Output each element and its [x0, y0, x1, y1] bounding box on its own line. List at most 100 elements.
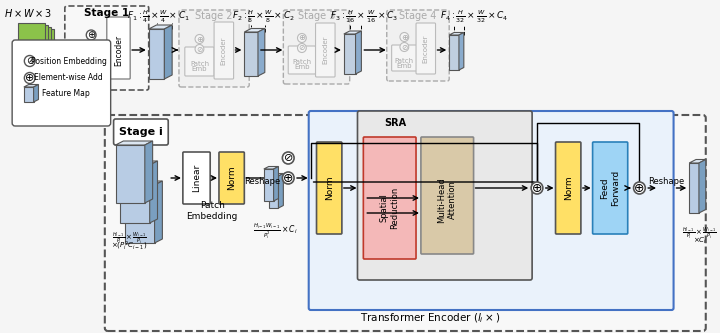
Text: ⊕: ⊕	[634, 181, 644, 194]
Text: ⊕: ⊕	[298, 34, 305, 43]
Text: Patch: Patch	[395, 58, 414, 64]
Bar	[120, 165, 150, 223]
FancyBboxPatch shape	[71, 44, 104, 74]
Circle shape	[297, 44, 306, 53]
Circle shape	[195, 35, 204, 44]
Text: Encoder: Encoder	[423, 35, 429, 63]
FancyBboxPatch shape	[364, 137, 416, 259]
Polygon shape	[125, 181, 163, 185]
Text: Patch
Embedding: Patch Embedding	[186, 201, 238, 221]
Circle shape	[282, 152, 294, 164]
Bar	[18, 23, 45, 75]
Polygon shape	[689, 160, 706, 163]
FancyBboxPatch shape	[114, 119, 168, 145]
FancyBboxPatch shape	[556, 142, 581, 234]
Text: ⊕: ⊕	[401, 33, 408, 42]
FancyBboxPatch shape	[387, 10, 449, 81]
Bar	[20, 27, 45, 77]
Text: Stage i: Stage i	[119, 127, 163, 137]
Circle shape	[297, 34, 306, 43]
Polygon shape	[244, 29, 265, 32]
Polygon shape	[24, 85, 38, 87]
Polygon shape	[155, 181, 163, 243]
Bar	[689, 163, 699, 213]
Text: $F_4:\frac{H}{32}\times\frac{W}{32}\times C_4$: $F_4:\frac{H}{32}\times\frac{W}{32}\time…	[441, 9, 509, 25]
Text: $F_3:\frac{H}{16}\times\frac{W}{16}\times C_3$: $F_3:\frac{H}{16}\times\frac{W}{16}\time…	[330, 9, 398, 25]
Text: $\frac{H_{i-1}}{P_i}\times\frac{W_{i-1}}{P_i}$: $\frac{H_{i-1}}{P_i}\times\frac{W_{i-1}}…	[683, 225, 717, 241]
Text: ⊕: ⊕	[283, 171, 294, 184]
Text: Reshape: Reshape	[244, 176, 280, 185]
Text: Patch: Patch	[190, 61, 209, 67]
Text: $\frac{H_{i-1}W_{i-1}}{P_i^2}\times C_i$: $\frac{H_{i-1}W_{i-1}}{P_i^2}\times C_i$	[253, 221, 298, 241]
Text: Position Embedding: Position Embedding	[31, 57, 107, 66]
Text: ⊘: ⊘	[88, 42, 94, 51]
Text: ⊕: ⊕	[25, 73, 35, 83]
Text: $H\times W\times 3$: $H\times W\times 3$	[4, 7, 52, 19]
Polygon shape	[264, 166, 279, 169]
Text: Transformer Encoder ($l_i\times$): Transformer Encoder ($l_i\times$)	[359, 311, 500, 325]
Polygon shape	[344, 31, 361, 34]
Text: ⊘: ⊘	[197, 45, 202, 54]
Text: Norm: Norm	[227, 166, 236, 190]
FancyBboxPatch shape	[179, 10, 249, 87]
Text: Stage 1: Stage 1	[84, 8, 130, 18]
Text: Feed
Forward: Feed Forward	[600, 170, 620, 206]
Bar	[21, 25, 48, 77]
Polygon shape	[150, 161, 158, 223]
Text: Norm: Norm	[564, 176, 572, 200]
FancyBboxPatch shape	[284, 10, 350, 84]
Text: Multi-Head
Attention: Multi-Head Attention	[438, 177, 457, 223]
Bar	[27, 29, 54, 81]
Text: $F_1:\frac{H}{4}\times\frac{W}{4}\times C_1$: $F_1:\frac{H}{4}\times\frac{W}{4}\times …	[127, 9, 190, 25]
Bar	[23, 29, 48, 79]
Text: Patch: Patch	[292, 59, 312, 65]
FancyBboxPatch shape	[358, 111, 532, 280]
Polygon shape	[274, 166, 279, 201]
FancyBboxPatch shape	[317, 142, 342, 234]
Text: Reshape: Reshape	[648, 176, 684, 185]
Text: $\times C_i$: $\times C_i$	[693, 236, 707, 246]
Text: $F_2:\frac{H}{8}\times\frac{W}{8}\times C_2$: $F_2:\frac{H}{8}\times\frac{W}{8}\times …	[233, 9, 295, 25]
Polygon shape	[459, 33, 464, 70]
Bar	[125, 185, 155, 243]
Polygon shape	[258, 29, 265, 76]
Text: ⊘: ⊘	[284, 153, 293, 163]
Bar	[115, 145, 145, 203]
Text: ⊘: ⊘	[401, 43, 408, 52]
FancyBboxPatch shape	[421, 137, 474, 254]
Text: ⊘: ⊘	[299, 44, 305, 53]
FancyBboxPatch shape	[214, 22, 233, 79]
Text: Emb: Emb	[78, 64, 96, 73]
Polygon shape	[269, 173, 284, 176]
Text: Patch: Patch	[77, 59, 98, 68]
Text: $\frac{H_{i-1}}{P_i}\times\frac{W_{i-1}}{P_i}$: $\frac{H_{i-1}}{P_i}\times\frac{W_{i-1}}…	[112, 230, 147, 246]
Text: Feature Map: Feature Map	[42, 90, 90, 99]
Text: SRA: SRA	[384, 118, 407, 128]
Bar	[264, 169, 274, 201]
Bar	[269, 176, 279, 208]
Circle shape	[24, 56, 35, 67]
Text: Encoder: Encoder	[221, 37, 227, 65]
Bar	[244, 32, 258, 76]
Bar	[149, 29, 164, 79]
FancyBboxPatch shape	[593, 142, 628, 234]
FancyBboxPatch shape	[309, 111, 674, 310]
FancyBboxPatch shape	[105, 115, 706, 331]
FancyBboxPatch shape	[288, 46, 315, 74]
Polygon shape	[279, 173, 284, 208]
FancyBboxPatch shape	[65, 6, 149, 90]
Circle shape	[400, 33, 409, 42]
Circle shape	[86, 41, 96, 51]
Polygon shape	[449, 33, 464, 35]
Polygon shape	[115, 141, 153, 145]
Text: Encoder: Encoder	[114, 34, 123, 66]
FancyBboxPatch shape	[416, 23, 436, 74]
Text: ⊕: ⊕	[532, 181, 542, 194]
Polygon shape	[699, 160, 706, 213]
Text: Emb: Emb	[294, 64, 310, 70]
FancyBboxPatch shape	[315, 23, 335, 77]
Circle shape	[282, 172, 294, 184]
FancyBboxPatch shape	[219, 152, 244, 204]
FancyBboxPatch shape	[392, 45, 417, 71]
Circle shape	[531, 182, 543, 194]
